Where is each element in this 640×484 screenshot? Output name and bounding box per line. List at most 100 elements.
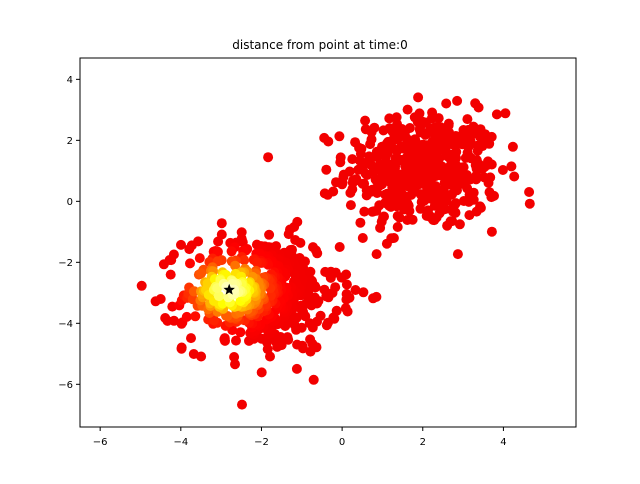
scatter-point	[421, 210, 432, 221]
x-tick-label: −4	[173, 437, 188, 448]
scatter-point	[472, 145, 483, 156]
scatter-point	[321, 164, 332, 175]
scatter-point	[190, 311, 201, 322]
scatter-point	[334, 242, 345, 252]
scatter-point	[213, 290, 224, 301]
scatter-point	[251, 257, 262, 268]
points-layer	[136, 92, 535, 410]
scatter-point	[292, 339, 303, 350]
scatter-point	[256, 367, 267, 378]
y-tick-label: −2	[58, 258, 73, 269]
scatter-point	[319, 188, 330, 199]
scatter-point	[323, 136, 334, 147]
scatter-point	[371, 249, 382, 260]
scatter-point	[460, 152, 471, 163]
scatter-point	[380, 189, 391, 200]
scatter-point	[176, 239, 186, 250]
scatter-point	[186, 333, 196, 344]
scatter-point	[365, 139, 376, 150]
scatter-point	[452, 249, 463, 260]
scatter-point	[458, 196, 469, 206]
scatter-point	[230, 260, 241, 271]
scatter-point	[196, 268, 207, 279]
scatter-point	[263, 152, 274, 163]
scatter-point	[237, 399, 247, 410]
scatter-point	[497, 165, 508, 175]
scatter-point	[282, 332, 293, 343]
scatter-point	[136, 280, 147, 291]
scatter-point	[473, 102, 484, 113]
scatter-point	[264, 229, 275, 240]
scatter-point	[454, 219, 465, 230]
scatter-point	[506, 161, 517, 172]
scatter-point	[442, 220, 453, 231]
plot-frame	[79, 57, 577, 428]
y-tick-label: −4	[58, 319, 73, 330]
scatter-point	[384, 113, 395, 124]
scatter-point	[209, 315, 220, 326]
x-tick-label: 0	[339, 437, 345, 448]
scatter-point	[184, 244, 195, 255]
x-tick-label: −6	[93, 437, 108, 448]
scatter-point	[486, 226, 497, 237]
scatter-point	[360, 115, 371, 126]
scatter-point	[355, 217, 366, 228]
scatter-point	[486, 192, 497, 203]
scatter-point	[500, 108, 511, 119]
x-axis: −6 −4 −2 0 2 4	[93, 427, 507, 448]
scatter-point	[181, 311, 192, 322]
y-tick-label: 4	[67, 75, 73, 86]
x-tick-label: −2	[254, 437, 269, 448]
scatter-point	[462, 114, 473, 125]
y-axis: −6 −4 −2 0 2 4	[58, 75, 80, 391]
scatter-point	[524, 187, 535, 197]
scatter-point	[160, 313, 171, 323]
scatter-point	[216, 218, 227, 229]
scatter-point	[169, 315, 179, 326]
x-tick-label: 2	[420, 437, 426, 448]
scatter-point	[507, 141, 518, 152]
scatter-point	[323, 317, 333, 328]
scatter-point	[305, 334, 316, 345]
scatter-point	[479, 172, 490, 183]
scatter-point	[331, 177, 341, 188]
scatter-point	[403, 181, 414, 192]
scatter-point	[415, 203, 426, 214]
scatter-point	[367, 206, 378, 217]
scatter-point	[319, 284, 330, 295]
scatter-point	[464, 189, 475, 200]
scatter-point	[396, 124, 407, 134]
scatter-point	[359, 206, 370, 217]
scatter-point	[375, 222, 386, 233]
scatter-point	[291, 363, 302, 374]
scatter-point	[213, 236, 224, 247]
scatter-point	[392, 222, 403, 232]
scatter-point	[226, 246, 237, 257]
scatter-point	[231, 335, 241, 346]
scatter-point	[345, 187, 356, 198]
scatter-point	[305, 346, 316, 357]
scatter-point	[509, 171, 520, 182]
y-tick-label: 2	[67, 136, 73, 147]
scatter-point	[155, 294, 166, 304]
scatter-point	[524, 198, 535, 209]
scatter-point	[235, 327, 246, 338]
scatter-point	[378, 125, 389, 136]
y-tick-label: 0	[67, 197, 73, 208]
scatter-point	[491, 109, 502, 120]
scatter-point	[413, 92, 424, 103]
scatter-point	[448, 206, 458, 217]
scatter-point	[194, 253, 205, 264]
marker-layer	[223, 283, 235, 295]
scatter-point	[341, 289, 352, 299]
scatter-point	[176, 342, 187, 353]
scatter-point	[442, 151, 453, 162]
scatter-point	[212, 246, 223, 257]
scatter-point	[368, 293, 379, 304]
scatter-point	[312, 248, 323, 259]
scatter-point	[308, 374, 319, 385]
scatter-point	[340, 303, 351, 314]
scatter-point	[229, 352, 240, 362]
scatter-point	[402, 104, 413, 115]
